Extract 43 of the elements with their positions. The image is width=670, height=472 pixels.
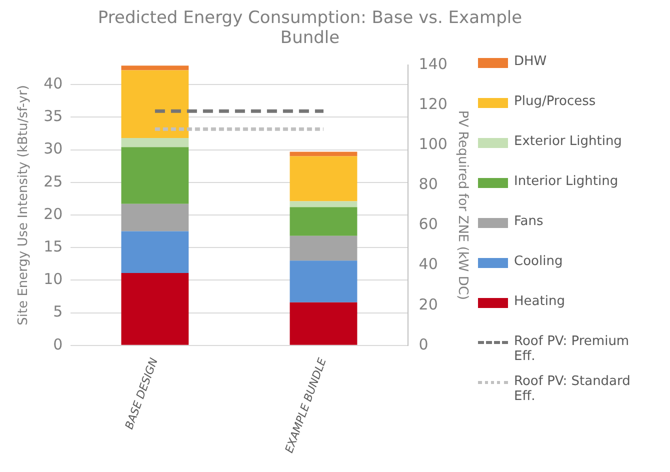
y2-tick-label: 120 xyxy=(418,94,448,113)
bar xyxy=(121,231,189,274)
y-axis-title: Site Energy Use Intensity (kBtu/sf-yr) xyxy=(16,85,32,326)
bar xyxy=(121,138,189,148)
legend-label: Interior Lighting xyxy=(514,174,618,189)
y-tick-label: 15 xyxy=(44,238,63,256)
bar xyxy=(290,260,358,302)
legend-label: Fans xyxy=(514,214,544,229)
bar xyxy=(290,302,358,345)
bar xyxy=(121,273,189,345)
legend-label: Heating xyxy=(514,294,565,309)
y2-tick-label: 100 xyxy=(418,135,448,154)
y2-axis-title: PV Required for ZNE (kW DC) xyxy=(454,110,470,300)
chart-title: Predicted Energy Consumption: Base vs. Example Bundle xyxy=(96,8,524,48)
y-tick-label: 0 xyxy=(53,335,63,354)
y-tick-label: 5 xyxy=(53,302,63,321)
y-tick-label: 10 xyxy=(44,270,63,288)
legend-label: Roof PV: Premium Eff. xyxy=(514,334,630,364)
bar xyxy=(290,152,358,156)
bar xyxy=(121,204,189,232)
y2-tick-label: 40 xyxy=(418,255,438,274)
y2-tick-label: 0 xyxy=(418,335,428,354)
y-tick-label: 30 xyxy=(44,140,63,158)
y2-tick-label: 20 xyxy=(418,295,438,314)
bar xyxy=(121,70,189,138)
bar xyxy=(290,236,358,261)
y-tick-label: 40 xyxy=(44,74,63,92)
legend-label: Exterior Lighting xyxy=(514,134,622,149)
bar xyxy=(121,147,189,204)
y2-tick-label: 80 xyxy=(418,175,438,194)
bar xyxy=(290,207,358,236)
legend-label: Cooling xyxy=(514,254,563,269)
y-tick-label: 25 xyxy=(44,172,63,190)
y-tick-label: 20 xyxy=(44,204,63,223)
bar xyxy=(290,201,358,208)
legend-label: Roof PV: Standard Eff. xyxy=(514,374,632,404)
bar xyxy=(290,156,358,202)
bar xyxy=(121,66,189,70)
legend-label: DHW xyxy=(514,54,547,69)
legend-label: Plug/Process xyxy=(514,94,596,109)
y-tick-label: 35 xyxy=(44,107,63,126)
y2-tick-label: 60 xyxy=(418,215,438,234)
y2-tick-label: 140 xyxy=(418,54,448,73)
